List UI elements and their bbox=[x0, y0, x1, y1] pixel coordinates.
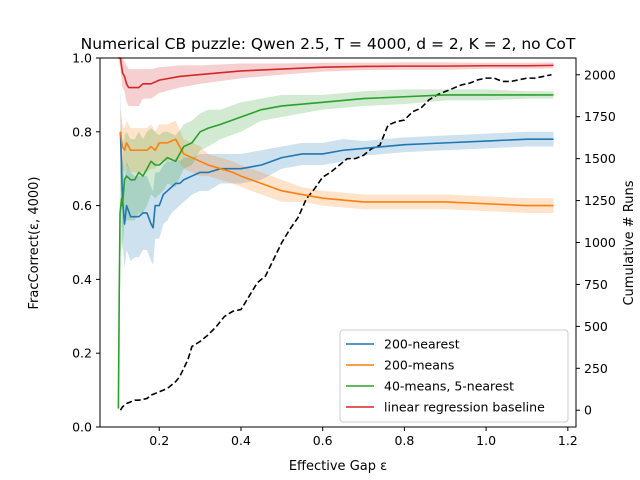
chart-title: Numerical CB puzzle: Qwen 2.5, T = 4000,… bbox=[81, 35, 576, 53]
y-tick-label: 1.0 bbox=[72, 51, 92, 66]
y2-tick-label: 1000 bbox=[584, 235, 616, 250]
x-tick-label: 0.8 bbox=[394, 433, 414, 448]
y2-tick-label: 1750 bbox=[584, 109, 616, 124]
y2-tick-label: 1250 bbox=[584, 193, 616, 208]
x-axis-label: Effective Gap ε bbox=[289, 459, 387, 474]
secondary-y-axis-ticks: 0 250 500 750 1000 1250 1500 1750 2000 bbox=[576, 67, 616, 418]
y2-tick-label: 500 bbox=[584, 319, 608, 334]
band-200-nearest bbox=[120, 87, 554, 269]
line-cumulative-runs bbox=[119, 73, 552, 411]
legend-label-linear-regression-baseline: linear regression baseline bbox=[384, 400, 545, 415]
x-tick-label: 0.6 bbox=[313, 433, 333, 448]
y2-tick-label: 1500 bbox=[584, 151, 616, 166]
band-200-means bbox=[120, 109, 554, 213]
legend-label-40-means-5-nearest: 40-means, 5-nearest bbox=[384, 379, 514, 394]
line-linear-regression-baseline bbox=[118, 57, 554, 89]
cumulative-runs-series bbox=[119, 73, 552, 411]
x-tick-label: 1.0 bbox=[476, 433, 496, 448]
y-axis-ticks: 0.0 0.2 0.4 0.6 0.8 1.0 bbox=[72, 51, 100, 435]
x-tick-label: 0.2 bbox=[149, 433, 169, 448]
y2-tick-label: 750 bbox=[584, 277, 608, 292]
secondary-y-axis-label: Cumulative # Runs bbox=[622, 180, 637, 305]
x-tick-label: 0.4 bbox=[231, 433, 251, 448]
y-tick-label: 0.8 bbox=[72, 124, 92, 139]
x-tick-label: 1.2 bbox=[558, 433, 578, 448]
y-tick-label: 0.6 bbox=[72, 198, 92, 213]
y-tick-label: 0.4 bbox=[72, 272, 92, 287]
confidence-bands bbox=[118, 58, 554, 424]
legend-label-200-means: 200-means bbox=[384, 358, 454, 373]
line-40-means-5-nearest bbox=[117, 94, 554, 409]
line-200-means bbox=[119, 131, 554, 207]
y-tick-label: 0.2 bbox=[72, 346, 92, 361]
line-200-nearest bbox=[119, 131, 554, 229]
x-axis-ticks: 0.2 0.4 0.6 0.8 1.0 1.2 bbox=[149, 427, 578, 448]
y-axis-label: FracCorrect(ε, 4000) bbox=[27, 177, 42, 310]
y-tick-label: 0.0 bbox=[72, 420, 92, 435]
band-linear-regression-baseline bbox=[118, 58, 554, 106]
series-lines bbox=[117, 57, 554, 409]
legend-box bbox=[339, 329, 569, 423]
y2-tick-label: 2000 bbox=[584, 67, 616, 82]
legend-label-200-nearest: 200-nearest bbox=[384, 337, 460, 352]
y2-tick-label: 0 bbox=[584, 403, 592, 418]
y2-tick-label: 250 bbox=[584, 361, 608, 376]
legend: 200-nearest 200-means 40-means, 5-nearest l… bbox=[339, 329, 569, 423]
